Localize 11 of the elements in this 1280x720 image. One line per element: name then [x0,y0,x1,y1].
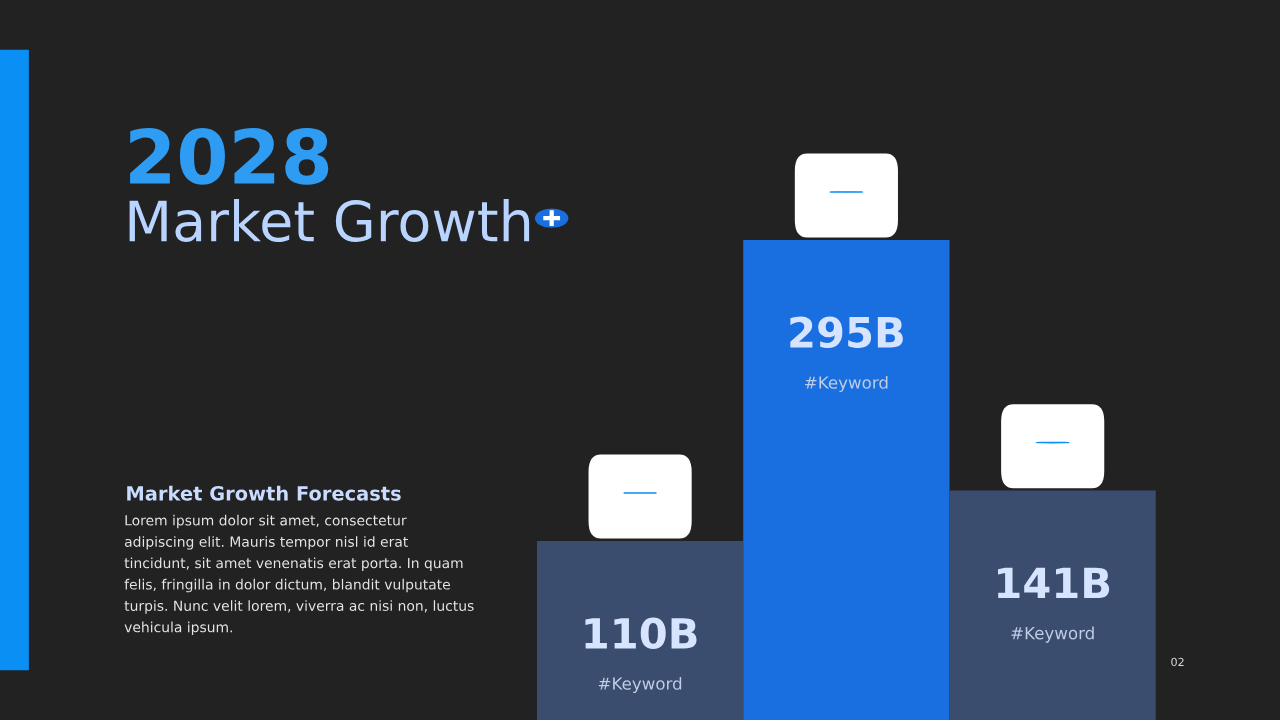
text: 02 [1171,657,1184,667]
x-tick-label: #Keyword [1011,626,1094,643]
text: Lorem ipsum dolor sit amet, consectetur adipiscing elit. Mauris tempor nisl id erat tincidunt, sit amet venenatis erat porta. In quam felis, fringilla in dolor dictum, blandit vulputate turpis. Nunc velit lorem, viverra ac nisi non, luctus vehicula ipsum. [124,514,474,636]
data-label: 110B [585,617,697,650]
chart-subtitle: Market Growth [129,198,530,242]
text: Market Growth Forecasts [127,485,401,501]
x-tick-label: #Keyword [598,676,682,694]
data-label: 295B [790,316,903,349]
chart-title: 2028 [130,127,329,185]
data-label: 141B [998,567,1110,599]
x-tick-label: #Keyword [805,375,888,393]
